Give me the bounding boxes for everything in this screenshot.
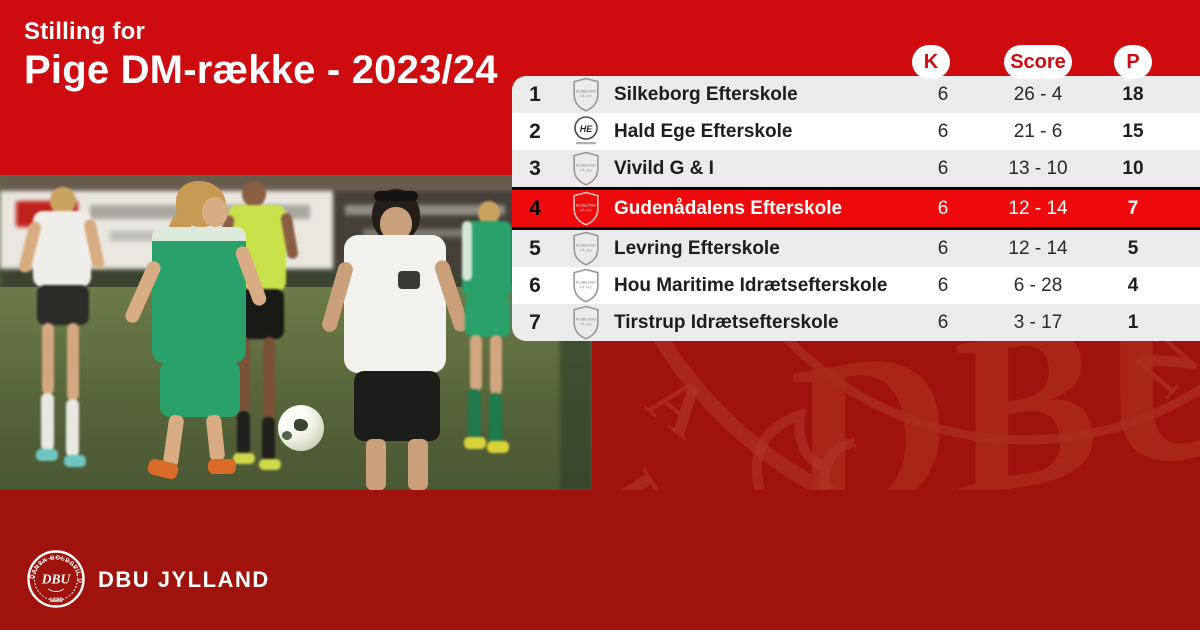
- team-name: Hou Maritime Idrætsefterskole: [614, 274, 888, 296]
- goal-score: 26 - 4: [1013, 83, 1063, 105]
- svg-text:PÅ VEJ: PÅ VEJ: [580, 168, 592, 173]
- svg-text:KLUBLOGO: KLUBLOGO: [576, 163, 596, 167]
- matches-played: 6: [937, 83, 949, 105]
- points: 10: [1122, 157, 1144, 179]
- points: 5: [1127, 237, 1139, 259]
- club-logo-placeholder-icon: KLUBLOGO PÅ VEJ: [558, 305, 614, 340]
- standings-table: 1 KLUBLOGO PÅ VEJ Silkeborg Efterskole 6 26 -…: [512, 76, 1200, 341]
- points: 7: [1127, 197, 1139, 219]
- column-pill-p: P: [1114, 45, 1152, 79]
- match-photo: [0, 175, 592, 490]
- goal-score: 12 - 14: [1008, 197, 1068, 219]
- club-logo-placeholder-icon: KLUBLOGO PÅ VEJ: [558, 77, 614, 112]
- table-row: 3 KLUBLOGO PÅ VEJ Vivild G & I 6 13 - 10 10: [512, 150, 1200, 187]
- matches-played: 6: [937, 237, 949, 259]
- club-logo-placeholder-icon: KLUBLOGO PÅ VEJ: [558, 231, 614, 266]
- position-number: 5: [529, 236, 541, 260]
- team-name: Silkeborg Efterskole: [614, 83, 798, 105]
- svg-text:KLUBLOGO: KLUBLOGO: [576, 243, 596, 247]
- team-name: Gudenådalens Efterskole: [614, 197, 843, 219]
- goal-score: 21 - 6: [1013, 120, 1063, 142]
- goal-score: 6 - 28: [1013, 274, 1063, 296]
- table-row: 1 KLUBLOGO PÅ VEJ Silkeborg Efterskole 6 26 -…: [512, 76, 1200, 113]
- column-pill-score: Score: [1004, 45, 1072, 79]
- points: 15: [1122, 120, 1144, 142]
- svg-text:KLUBLOGO: KLUBLOGO: [576, 89, 596, 93]
- matches-played: 6: [937, 311, 949, 333]
- matches-played: 6: [937, 120, 949, 142]
- dbu-emblem-icon: DANSK BOLDSPIL UNION DBU 1889: [23, 545, 86, 609]
- svg-text:PÅ VEJ: PÅ VEJ: [580, 94, 592, 99]
- dark-red-band: A D N DBU: [0, 340, 1200, 630]
- club-logo-placeholder-icon: KLUBLOGO PÅ VEJ: [558, 268, 614, 303]
- svg-text:D: D: [595, 458, 686, 490]
- svg-text:1889: 1889: [49, 597, 63, 604]
- position-number: 2: [529, 119, 541, 143]
- team-name: Hald Ege Efterskole: [614, 120, 793, 142]
- position-number: 1: [529, 82, 541, 106]
- svg-text:KLUBLOGO: KLUBLOGO: [576, 280, 596, 284]
- position-number: 7: [529, 310, 541, 334]
- svg-text:KLUBLOGO: KLUBLOGO: [576, 317, 596, 321]
- position-number: 4: [529, 196, 541, 220]
- football: [278, 405, 324, 451]
- svg-text:PÅ VEJ: PÅ VEJ: [580, 285, 592, 290]
- table-row: 4 KLUBLOGO PÅ VEJ Gudenådalens Efterskole 6 1…: [512, 187, 1200, 230]
- column-pill-k: K: [912, 45, 950, 79]
- svg-text:A: A: [633, 357, 726, 455]
- team-name: Tirstrup Idrætsefterskole: [614, 311, 839, 333]
- goal-score: 13 - 10: [1008, 157, 1068, 179]
- dbu-watermark-icon: A D N DBU: [595, 340, 1200, 490]
- goal-score: 12 - 14: [1008, 237, 1068, 259]
- svg-text:PÅ VEJ: PÅ VEJ: [580, 208, 592, 213]
- points: 18: [1122, 83, 1144, 105]
- page-title: Pige DM-række - 2023/24: [24, 48, 498, 92]
- position-number: 3: [529, 156, 541, 180]
- svg-text:PÅ VEJ: PÅ VEJ: [580, 248, 592, 253]
- matches-played: 6: [937, 274, 949, 296]
- club-logo-placeholder-icon: KLUBLOGO PÅ VEJ: [558, 151, 614, 186]
- team-name: Levring Efterskole: [614, 237, 780, 259]
- footer-brand: DBU JYLLAND: [98, 567, 270, 592]
- points: 1: [1127, 311, 1139, 333]
- table-row: 6 KLUBLOGO PÅ VEJ Hou Maritime Idrætsefters…: [512, 267, 1200, 304]
- table-row: 5 KLUBLOGO PÅ VEJ Levring Efterskole 6 12 - 1…: [512, 230, 1200, 267]
- svg-text:DBU: DBU: [41, 572, 72, 587]
- matches-played: 6: [937, 197, 949, 219]
- svg-text:KLUBLOGO: KLUBLOGO: [576, 203, 596, 207]
- svg-text:PÅ VEJ: PÅ VEJ: [580, 322, 592, 327]
- table-row: 2 HE Hald Ege Efterskole 6 21 - 6 15: [512, 113, 1200, 150]
- eyebrow-label: Stilling for: [24, 18, 146, 45]
- table-row: 7 KLUBLOGO PÅ VEJ Tirstrup Idrætsefterskole…: [512, 304, 1200, 341]
- svg-text:HE: HE: [580, 124, 593, 134]
- position-number: 6: [529, 273, 541, 297]
- team-name: Vivild G & I: [614, 157, 714, 179]
- matches-played: 6: [937, 157, 949, 179]
- club-logo-placeholder-icon: KLUBLOGO PÅ VEJ: [558, 191, 614, 226]
- goal-score: 3 - 17: [1013, 311, 1063, 333]
- points: 4: [1127, 274, 1139, 296]
- hald-ege-logo-icon: HE: [558, 114, 614, 149]
